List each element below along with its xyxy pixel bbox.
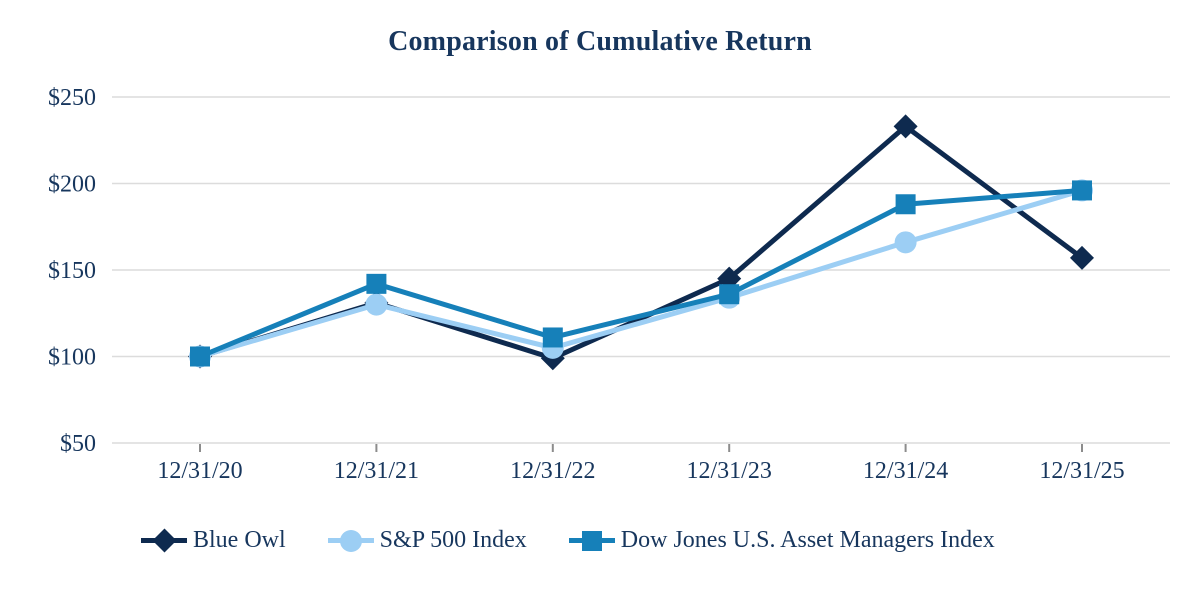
y-axis-label: $100: [48, 345, 96, 371]
data-point-square: [190, 346, 210, 367]
data-point-diamond: [1070, 245, 1094, 270]
legend-circle-shape: [339, 529, 362, 552]
legend-item: Blue Owl: [141, 527, 286, 554]
y-axis-label: $200: [48, 172, 96, 198]
legend-square-shape: [581, 530, 602, 551]
data-point-square: [719, 284, 740, 305]
data-point-circle: [365, 293, 388, 316]
x-axis-label: 12/31/25: [1039, 458, 1124, 484]
y-axis-label: $250: [48, 85, 96, 111]
x-axis-label: 12/31/22: [510, 458, 595, 484]
circle-marker-icon: [327, 528, 374, 554]
data-point-square: [1072, 180, 1092, 201]
data-point-square: [366, 273, 387, 294]
data-point-square: [542, 327, 563, 348]
data-point-diamond: [893, 114, 918, 139]
data-point-circle: [894, 231, 917, 254]
legend-item: S&P 500 Index: [327, 527, 527, 554]
x-axis-label: 12/31/20: [157, 458, 242, 484]
x-axis-label: 12/31/23: [687, 458, 772, 484]
series-line-circle: [197, 187, 1085, 359]
series-line-square: [197, 187, 1085, 359]
legend-diamond-shape: [151, 528, 177, 553]
y-axis-label: $150: [48, 258, 96, 284]
chart-legend: Blue Owl S&P 500 Index Dow Jones U.S. Asse…: [141, 527, 995, 554]
x-axis-label: 12/31/21: [334, 458, 419, 484]
data-point-square: [895, 194, 916, 215]
legend-label: S&P 500 Index: [379, 527, 527, 553]
x-axis-label: 12/31/24: [863, 458, 948, 484]
chart-title: Comparison of Cumulative Return: [388, 26, 812, 57]
legend-label: Dow Jones U.S. Asset Managers Index: [620, 527, 995, 553]
diamond-marker-icon: [141, 528, 187, 554]
legend-item: Dow Jones U.S. Asset Managers Index: [568, 527, 995, 554]
y-axis-label: $50: [60, 431, 96, 457]
square-marker-icon: [568, 528, 615, 554]
legend-label: Blue Owl: [193, 527, 286, 553]
